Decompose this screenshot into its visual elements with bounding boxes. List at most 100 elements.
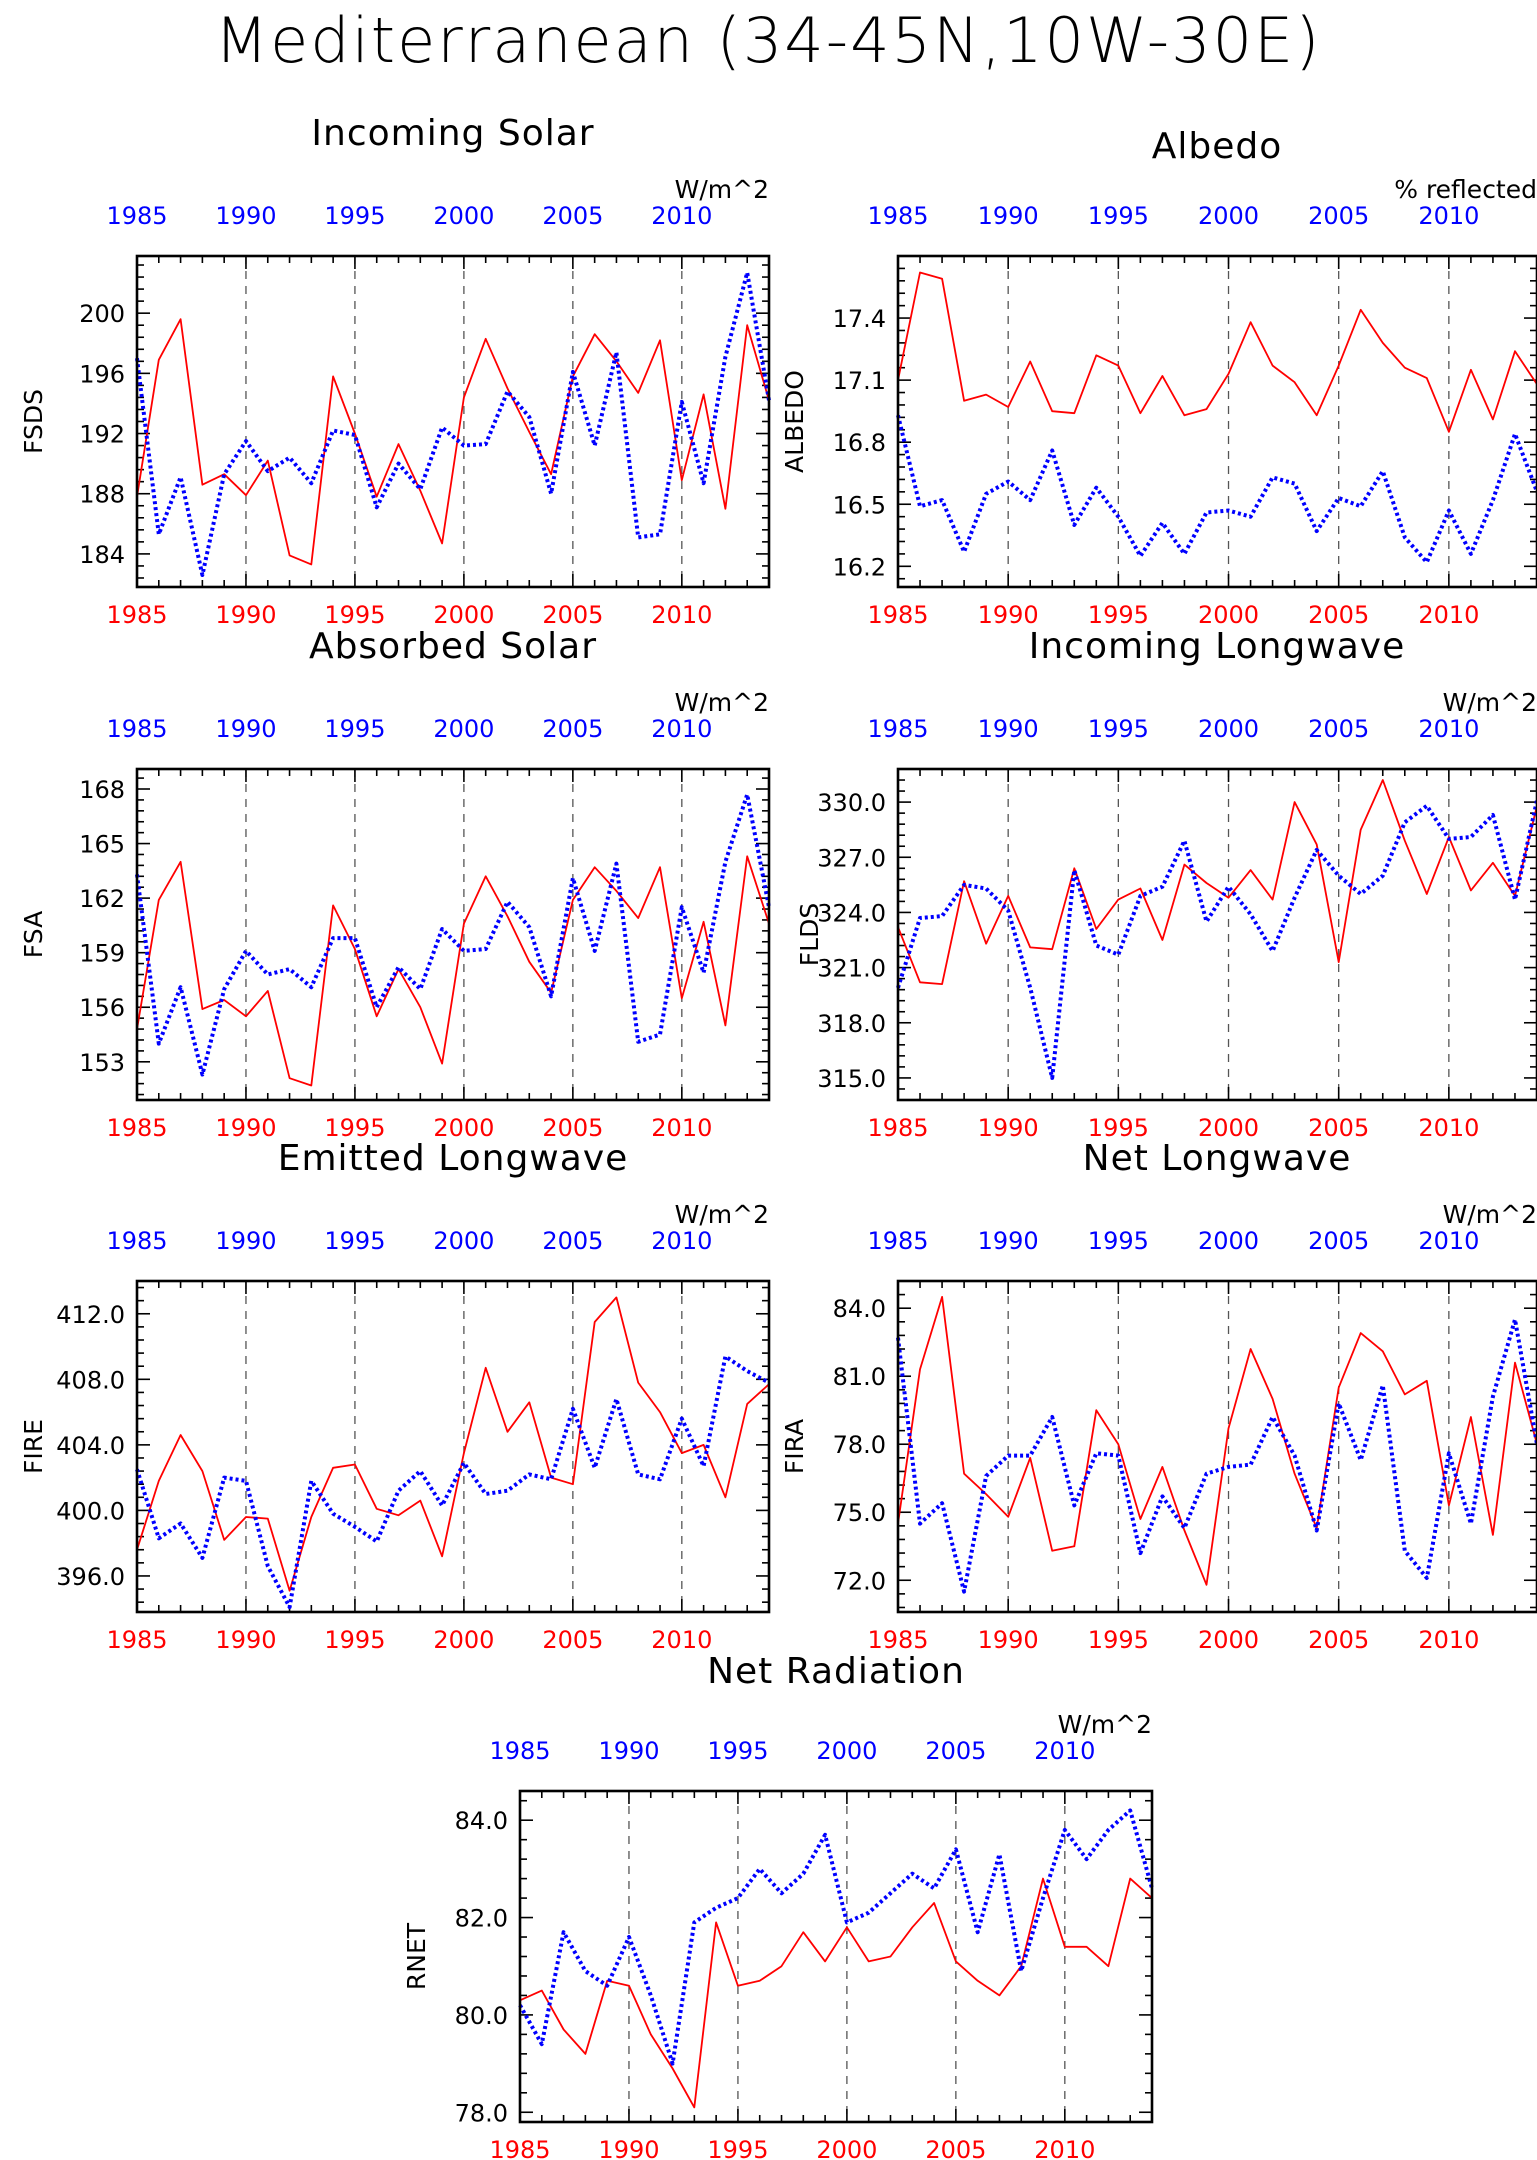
- top-x-tick-label: 1985: [106, 202, 167, 230]
- top-x-tick-label: 2000: [816, 1737, 877, 1765]
- top-x-tick-label: 1985: [106, 715, 167, 743]
- chart-panel-5: Emitted Longwave W/m^2 396.0 400.0 404.0 408.…: [19, 1138, 771, 1654]
- x-tick-label: 1990: [598, 2136, 659, 2160]
- x-tick-label: 2000: [816, 2136, 877, 2160]
- y-axis-label: RNET: [402, 1922, 431, 1990]
- top-x-tick-label: 1990: [215, 1227, 276, 1255]
- top-x-tick-label: 1995: [707, 1737, 768, 1765]
- x-tick-label: 1985: [867, 601, 928, 629]
- y-tick-label: 188: [79, 481, 125, 509]
- top-x-tick-label: 1990: [978, 202, 1039, 230]
- top-x-tick-label: 2005: [1308, 1227, 1369, 1255]
- y-tick-label: 412.0: [56, 1301, 125, 1329]
- top-x-tick-label: 1995: [1088, 1227, 1149, 1255]
- top-x-tick-label: 2000: [1198, 1227, 1259, 1255]
- units-label: W/m^2: [1443, 1200, 1537, 1229]
- y-tick-label: 318.0: [817, 1010, 886, 1038]
- y-tick-label: 192: [79, 421, 125, 449]
- x-tick-label: 2000: [433, 601, 494, 629]
- x-tick-label: 2005: [542, 1626, 603, 1654]
- y-tick-label: 327.0: [817, 844, 886, 872]
- y-tick-label: 315.0: [817, 1065, 886, 1093]
- top-x-tick-label: 1990: [978, 715, 1039, 743]
- top-x-tick-label: 2000: [433, 202, 494, 230]
- top-x-tick-label: 1995: [1088, 202, 1149, 230]
- chart-title: Incoming Longwave: [1029, 626, 1406, 667]
- x-tick-label: 1985: [867, 1114, 928, 1142]
- y-axis-label: FIRE: [19, 1419, 48, 1474]
- series-line-solid: [136, 318, 770, 566]
- x-tick-label: 1995: [707, 2136, 768, 2160]
- x-tick-label: 2005: [1308, 601, 1369, 629]
- x-tick-label: 1990: [215, 1114, 276, 1142]
- units-label: W/m^2: [1443, 688, 1537, 717]
- series-line-dotted: [896, 1317, 1537, 1594]
- x-tick-label: 2010: [651, 1114, 712, 1142]
- top-x-tick-label: 2010: [1034, 1737, 1095, 1765]
- y-axis-label: FSDS: [19, 389, 48, 454]
- top-x-tick-label: 2005: [1308, 715, 1369, 743]
- x-tick-label: 1990: [215, 601, 276, 629]
- top-x-tick-label: 1985: [489, 1737, 550, 1765]
- page-title: Mediterranean (34-45N,10W-30E): [215, 4, 1322, 77]
- y-tick-label: 84.0: [833, 1295, 886, 1323]
- x-tick-label: 1985: [106, 1626, 167, 1654]
- y-axis-label: FSA: [19, 911, 48, 958]
- x-tick-label: 1990: [978, 1626, 1039, 1654]
- series-line-solid: [519, 1877, 1153, 2109]
- y-tick-label: 168: [79, 776, 125, 804]
- top-x-tick-label: 2010: [1418, 1227, 1479, 1255]
- units-label: W/m^2: [675, 175, 769, 204]
- y-tick-label: 80.0: [455, 2002, 508, 2030]
- plot-frame: [896, 1279, 1537, 1614]
- top-x-tick-label: 2000: [1198, 715, 1259, 743]
- units-label: W/m^2: [675, 1200, 769, 1229]
- x-tick-label: 1985: [106, 1114, 167, 1142]
- series-line-solid: [897, 1296, 1537, 1586]
- top-x-tick-label: 1995: [324, 1227, 385, 1255]
- x-tick-label: 1990: [215, 1626, 276, 1654]
- x-tick-label: 2010: [1418, 1114, 1479, 1142]
- top-x-tick-label: 2000: [1198, 202, 1259, 230]
- y-tick-label: 16.8: [833, 429, 886, 457]
- top-x-tick-label: 2005: [542, 1227, 603, 1255]
- plot-frame: [896, 254, 1537, 589]
- top-x-tick-label: 1990: [215, 202, 276, 230]
- x-tick-label: 1995: [1088, 1626, 1149, 1654]
- y-tick-label: 81.0: [833, 1363, 886, 1391]
- y-tick-label: 17.1: [833, 367, 886, 395]
- series-line-dotted: [518, 1808, 1154, 2066]
- x-tick-label: 1985: [867, 1626, 928, 1654]
- chart-title: Net Radiation: [707, 1651, 965, 1692]
- x-tick-label: 1995: [1088, 601, 1149, 629]
- plot-frame: [518, 1789, 1154, 2124]
- y-tick-label: 396.0: [56, 1563, 125, 1591]
- x-tick-label: 2000: [1198, 1626, 1259, 1654]
- x-tick-label: 2005: [542, 1114, 603, 1142]
- plot-frame: [135, 767, 771, 1102]
- top-x-tick-label: 1995: [324, 715, 385, 743]
- y-tick-label: 84.0: [455, 1807, 508, 1835]
- plot-frame: [135, 254, 771, 589]
- y-tick-label: 184: [79, 541, 125, 569]
- top-x-tick-label: 1990: [978, 1227, 1039, 1255]
- y-tick-label: 156: [79, 994, 125, 1022]
- y-tick-label: 400.0: [56, 1497, 125, 1525]
- chart-title: Absorbed Solar: [309, 626, 597, 667]
- x-tick-label: 2000: [1198, 1114, 1259, 1142]
- y-tick-label: 165: [79, 831, 125, 859]
- top-x-tick-label: 2000: [433, 715, 494, 743]
- top-x-tick-label: 1990: [598, 1737, 659, 1765]
- series-line-solid: [897, 271, 1537, 433]
- series-line-solid: [136, 855, 770, 1087]
- series-line-solid: [897, 779, 1537, 985]
- y-tick-label: 159: [79, 940, 125, 968]
- chart-panel-7: Net Radiation W/m^2 78.0 80.0 82.0 84.0 RNET 19…: [402, 1651, 1154, 2160]
- top-x-tick-label: 1995: [1088, 715, 1149, 743]
- x-tick-label: 2000: [433, 1114, 494, 1142]
- x-tick-label: 1995: [324, 1626, 385, 1654]
- top-x-tick-label: 2010: [651, 715, 712, 743]
- y-tick-label: 196: [79, 360, 125, 388]
- y-tick-label: 408.0: [56, 1366, 125, 1394]
